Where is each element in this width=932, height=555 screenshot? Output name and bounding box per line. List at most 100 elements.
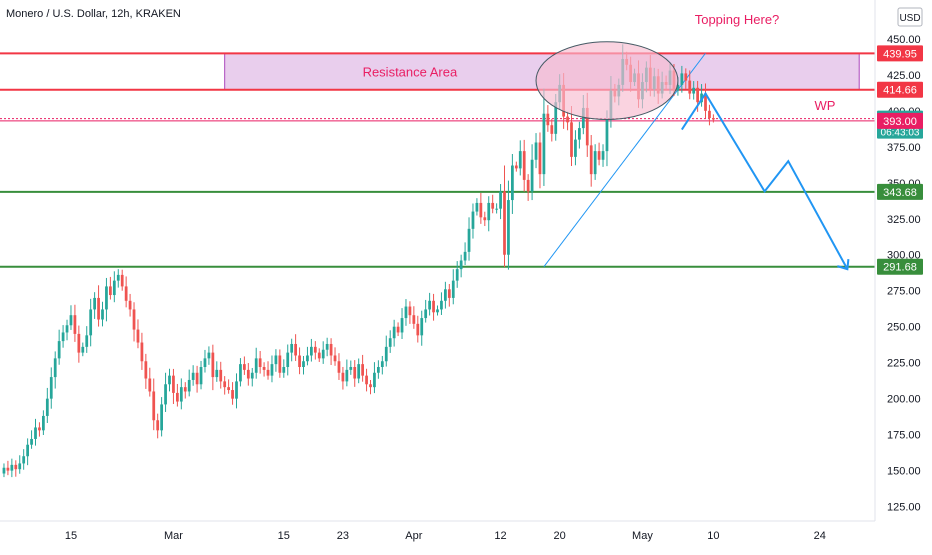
candle-body bbox=[187, 379, 191, 392]
price-tag bbox=[877, 81, 923, 98]
candle-body bbox=[254, 358, 258, 373]
candle-body bbox=[341, 372, 345, 382]
candle-body bbox=[179, 387, 183, 402]
candle-body bbox=[605, 119, 609, 152]
candle-body bbox=[294, 343, 297, 356]
candle-body bbox=[408, 306, 412, 316]
candle-body bbox=[282, 367, 286, 373]
candle-body bbox=[680, 73, 684, 85]
candle-body bbox=[57, 341, 61, 359]
candle-body bbox=[89, 309, 93, 336]
candle-body bbox=[38, 427, 41, 431]
currency-label: USD bbox=[899, 13, 920, 24]
candle-body bbox=[262, 367, 266, 370]
x-tick-label: 15 bbox=[65, 530, 77, 542]
candle-body bbox=[684, 73, 688, 81]
candle-body bbox=[199, 367, 203, 385]
candle-body bbox=[432, 300, 435, 313]
candle-body bbox=[688, 80, 692, 94]
candle-body bbox=[195, 372, 199, 385]
candle-body bbox=[136, 329, 140, 343]
candle-body bbox=[522, 151, 526, 180]
candle-body bbox=[499, 191, 502, 209]
candle-body bbox=[589, 145, 593, 175]
candle-body bbox=[459, 260, 463, 270]
candle-body bbox=[258, 358, 262, 368]
projection-path bbox=[681, 91, 849, 270]
candle-body bbox=[120, 274, 124, 287]
candle-body bbox=[373, 372, 376, 388]
candle-body bbox=[384, 346, 388, 362]
candle-body bbox=[471, 211, 475, 229]
candle-body bbox=[10, 464, 14, 471]
candle-body bbox=[546, 113, 550, 126]
y-tick-label: 175.00 bbox=[887, 430, 921, 442]
candle-body bbox=[45, 398, 49, 416]
candle-body bbox=[156, 420, 160, 431]
candle-body bbox=[239, 364, 242, 382]
y-tick-label: 200.00 bbox=[887, 394, 921, 406]
candle-body bbox=[436, 309, 439, 313]
candle-body bbox=[447, 289, 451, 298]
candle-body bbox=[337, 361, 341, 373]
topping-ellipse bbox=[535, 41, 679, 120]
candle-body bbox=[428, 300, 431, 310]
candle-body bbox=[392, 326, 396, 339]
candle-body bbox=[310, 346, 313, 356]
candle-body bbox=[704, 93, 707, 111]
x-tick-label: 20 bbox=[554, 530, 566, 542]
wp-label: WP bbox=[815, 98, 836, 113]
candle-body bbox=[321, 349, 325, 359]
candle-body bbox=[105, 286, 108, 310]
y-tick-label: 250.00 bbox=[887, 322, 921, 334]
price-tag-label: 393.00 bbox=[883, 116, 917, 128]
candle-body bbox=[116, 274, 120, 281]
candle-body bbox=[574, 139, 577, 157]
candle-body bbox=[566, 116, 569, 123]
candle-body bbox=[676, 84, 680, 91]
candle-body bbox=[235, 381, 238, 399]
candle-body bbox=[65, 325, 69, 333]
candle-body bbox=[290, 343, 294, 353]
y-tick-label: 450.00 bbox=[887, 34, 921, 46]
x-tick-label: 15 bbox=[278, 530, 290, 542]
candle-body bbox=[585, 107, 589, 146]
candle-body bbox=[467, 228, 471, 252]
candle-body bbox=[160, 404, 163, 431]
candle-body bbox=[128, 300, 132, 310]
candle-body bbox=[73, 315, 77, 334]
x-tick-label: 24 bbox=[814, 530, 826, 542]
candle-body bbox=[361, 364, 364, 376]
candle-body bbox=[211, 352, 215, 378]
candle-body bbox=[302, 361, 305, 368]
candle-body bbox=[243, 364, 246, 370]
candle-body bbox=[112, 280, 116, 296]
candle-body bbox=[396, 326, 400, 333]
candle-body bbox=[542, 113, 546, 175]
candle-body bbox=[479, 202, 483, 218]
candle-body bbox=[69, 315, 73, 326]
candle-body bbox=[329, 343, 333, 356]
candle-body bbox=[550, 125, 554, 134]
candle-body bbox=[42, 415, 45, 431]
candle-body bbox=[365, 375, 368, 385]
candle-body bbox=[140, 342, 144, 362]
x-tick-label: 12 bbox=[494, 530, 506, 542]
candle-body bbox=[231, 390, 234, 399]
candle-body bbox=[61, 332, 65, 342]
candle-body bbox=[148, 378, 152, 392]
candle-body bbox=[317, 352, 321, 359]
candle-body bbox=[286, 352, 290, 368]
candle-body bbox=[534, 142, 538, 160]
candle-body bbox=[97, 297, 100, 320]
candle-body bbox=[144, 361, 148, 379]
candle-body bbox=[526, 179, 530, 192]
price-tag bbox=[877, 45, 923, 62]
candle-body bbox=[325, 343, 329, 350]
candle-body bbox=[507, 200, 510, 255]
candle-body bbox=[511, 165, 514, 201]
candle-body bbox=[404, 306, 408, 319]
topping-here-label: Topping Here? bbox=[695, 12, 780, 27]
